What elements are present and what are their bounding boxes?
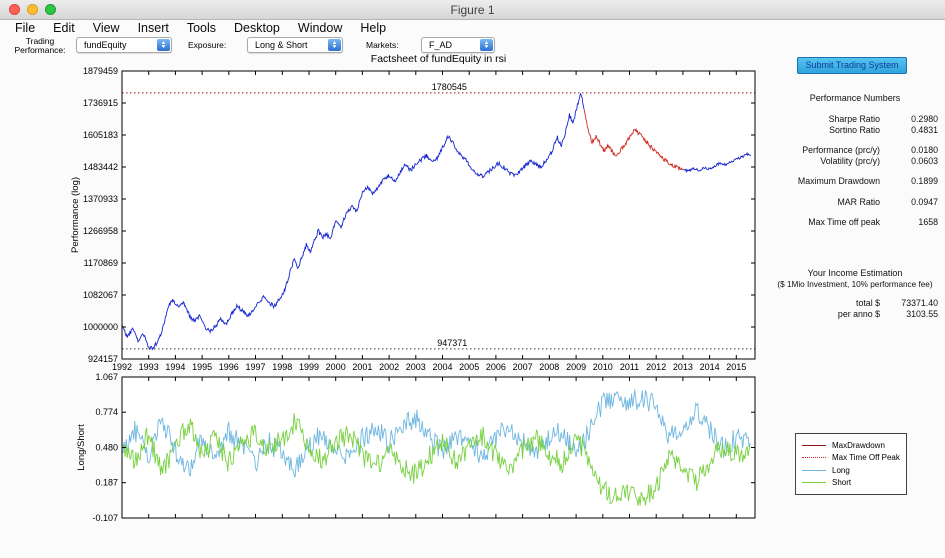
legend-line-sample — [802, 482, 826, 483]
markets-value: F_AD — [429, 40, 452, 50]
svg-text:1483442: 1483442 — [83, 162, 118, 172]
exposure-select[interactable]: Long & Short ▲▼ — [247, 37, 343, 53]
stat-row: Max Time off peak1658 — [772, 217, 938, 228]
menu-item-file[interactable]: File — [6, 21, 44, 35]
stat-value: 0.0180 — [894, 145, 938, 156]
svg-text:1082067: 1082067 — [83, 290, 118, 300]
markets-select[interactable]: F_AD ▲▼ — [421, 37, 495, 53]
legend-label: MaxDrawdown — [832, 441, 885, 450]
stat-value: 3103.55 — [894, 309, 938, 320]
stat-label: Max Time off peak — [772, 217, 894, 228]
stat-value: 0.0947 — [894, 197, 938, 208]
stat-label: Maximum Drawdown — [772, 176, 894, 187]
menubar: FileEditViewInsertToolsDesktopWindowHelp — [0, 20, 945, 36]
svg-text:947371: 947371 — [437, 338, 467, 348]
popup-stepper-icon: ▲▼ — [157, 39, 170, 51]
income-estimation-panel: Your Income Estimation ($ 1Mio Investmen… — [772, 268, 938, 319]
exposure-label: Exposure: — [188, 41, 226, 50]
exposure-value: Long & Short — [255, 40, 308, 50]
figure-window: Figure 1 FileEditViewInsertToolsDesktopW… — [0, 0, 945, 558]
stat-value: 1658 — [894, 217, 938, 228]
trading-performance-label: Trading Performance: — [8, 37, 72, 54]
popup-stepper-icon: ▲▼ — [480, 39, 493, 51]
svg-text:0.774: 0.774 — [95, 407, 118, 417]
svg-text:0.480: 0.480 — [95, 443, 118, 453]
stat-value: 0.1899 — [894, 176, 938, 187]
svg-text:Performance (log): Performance (log) — [70, 177, 81, 253]
stat-row: Maximum Drawdown0.1899 — [772, 176, 938, 187]
legend-label: Short — [832, 478, 851, 487]
window-title: Figure 1 — [0, 3, 945, 17]
titlebar[interactable]: Figure 1 — [0, 0, 945, 20]
exposure-chart: -0.107 0.187 0.480 0.774 1.067 Long/Short — [58, 368, 773, 533]
performance-numbers-heading: Performance Numbers — [772, 93, 938, 103]
stat-value: 0.2980 — [894, 114, 938, 125]
menu-item-view[interactable]: View — [84, 21, 129, 35]
income-heading: Your Income Estimation — [772, 268, 938, 278]
menu-item-desktop[interactable]: Desktop — [225, 21, 289, 35]
svg-text:1266958: 1266958 — [83, 226, 118, 236]
legend-item: Long — [802, 464, 900, 477]
stat-row: Performance (prc/y)0.0180 — [772, 145, 938, 156]
stat-row: MAR Ratio0.0947 — [772, 197, 938, 208]
svg-text:Long/Short: Long/Short — [76, 424, 87, 471]
stat-value: 0.0603 — [894, 156, 938, 167]
equity-chart: 9241571000000108206711708691266958137093… — [58, 62, 773, 377]
stat-label: Sortino Ratio — [772, 125, 894, 136]
stat-label: Performance (prc/y) — [772, 145, 894, 156]
legend-line-sample — [802, 470, 826, 471]
svg-text:1736915: 1736915 — [83, 98, 118, 108]
menu-item-edit[interactable]: Edit — [44, 21, 84, 35]
legend-item: Max Time Off Peak — [802, 452, 900, 465]
stat-label: MAR Ratio — [772, 197, 894, 208]
stat-value: 73371.40 — [894, 298, 938, 309]
stat-label: per anno $ — [772, 309, 894, 320]
figure-canvas: Trading Performance: fundEquity ▲▼ Expos… — [0, 36, 945, 558]
svg-text:-0.107: -0.107 — [92, 513, 118, 523]
svg-text:1879459: 1879459 — [83, 66, 118, 76]
stat-label: total $ — [772, 298, 894, 309]
trading-performance-select[interactable]: fundEquity ▲▼ — [76, 37, 172, 53]
submit-trading-system-button[interactable]: Submit Trading System — [797, 57, 907, 74]
svg-text:1.067: 1.067 — [95, 372, 118, 382]
svg-text:1780545: 1780545 — [432, 82, 467, 92]
stat-row: Volatility (prc/y)0.0603 — [772, 156, 938, 167]
stat-label: Volatility (prc/y) — [772, 156, 894, 167]
stat-value: 0.4831 — [894, 125, 938, 136]
legend-line-sample — [802, 457, 826, 458]
svg-text:1170869: 1170869 — [84, 258, 118, 268]
stat-label: Sharpe Ratio — [772, 114, 894, 125]
menu-item-insert[interactable]: Insert — [129, 21, 178, 35]
stat-row: Sharpe Ratio0.2980 — [772, 114, 938, 125]
legend-item: Short — [802, 477, 900, 490]
performance-numbers-panel: Performance Numbers Sharpe Ratio0.2980So… — [772, 93, 938, 238]
menu-item-window[interactable]: Window — [289, 21, 351, 35]
stat-row: per anno $3103.55 — [772, 309, 938, 320]
stat-row: Sortino Ratio0.4831 — [772, 125, 938, 136]
svg-text:0.187: 0.187 — [95, 478, 118, 488]
legend-line-sample — [802, 445, 826, 446]
legend-label: Max Time Off Peak — [832, 453, 900, 462]
menu-item-tools[interactable]: Tools — [178, 21, 225, 35]
legend-label: Long — [832, 466, 850, 475]
svg-text:1370933: 1370933 — [83, 194, 118, 204]
chart-legend: MaxDrawdown Max Time Off Peak Long Short — [795, 433, 907, 495]
menu-item-help[interactable]: Help — [351, 21, 395, 35]
legend-item: MaxDrawdown — [802, 439, 900, 452]
popup-stepper-icon: ▲▼ — [328, 39, 341, 51]
markets-label: Markets: — [366, 41, 399, 50]
svg-text:1605183: 1605183 — [83, 130, 118, 140]
svg-text:1000000: 1000000 — [83, 322, 118, 332]
income-subtitle: ($ 1Mio Investment, 10% performance fee) — [772, 280, 938, 289]
trading-performance-value: fundEquity — [84, 40, 127, 50]
stat-row: total $73371.40 — [772, 298, 938, 309]
